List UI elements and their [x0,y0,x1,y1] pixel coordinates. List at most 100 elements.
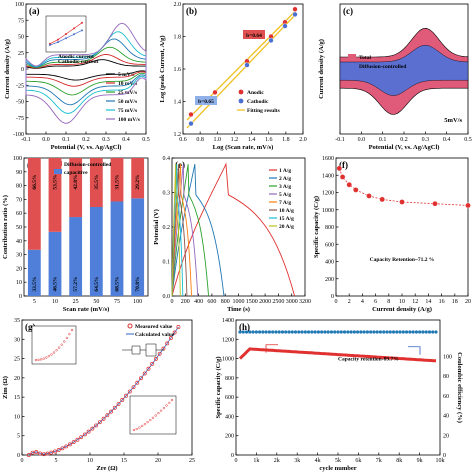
y-right-tick-label: 0 [443,453,446,459]
efficiency-point [385,330,389,334]
y-tick-label: 30 [14,337,20,343]
efficiency-point [401,330,405,334]
inset-point [162,406,166,410]
efficiency-point [277,330,281,334]
annotation-box [243,30,265,39]
efficiency-point [421,330,425,334]
measured-point [97,420,102,425]
efficiency-point [329,330,334,334]
x-tick-label: 1500 [246,299,258,305]
measured-point [154,356,158,361]
y-tick-label: 20 [14,376,20,382]
measured-point [26,453,31,457]
panel-d: 0 10 20 30 40 50 60 70 80 90 100 Scan rate (mV/s) Co… [2,156,149,313]
data-point [399,199,405,205]
arrow-left [265,344,278,353]
x-tick-label: 25 [189,458,195,464]
panel-label: (b) [186,6,197,16]
y-right-axis-label: Coulombic efficiency (%) [456,352,463,423]
bar-value-label: 46.5% [53,276,59,291]
measured-point [131,385,136,390]
x-tick-label: 0.6 [179,137,187,143]
legend-entry: 2 A/g [279,176,291,182]
measured-point [67,442,72,447]
efficiency-point [290,330,294,334]
y-tick-label: 0.2 [163,225,171,231]
measured-point [172,330,177,335]
data-point [379,196,386,203]
x-tick-label: 0.1 [379,137,387,143]
x-tick-label: 20 [155,458,161,464]
y-tick-label: 0.3 [163,191,171,197]
x-tick-label: 0.0 [358,137,366,143]
data-point [292,11,298,18]
x-tick-label: 0.2 [82,137,90,143]
annotation-text: b=0.64 [246,33,262,39]
inset-point [143,422,147,426]
efficiency-point [405,330,409,334]
efficiency-point [382,330,386,334]
circuit-diagram [122,343,164,357]
x-tick-label: 3000 [286,299,298,305]
x-tick-label: 8 [387,299,390,305]
y-tick-label: 1.2 [174,132,182,138]
x-tick-label: 5k [335,458,341,464]
y-tick-label: 1200 [222,337,234,343]
measured-point [112,405,117,410]
y-tick-label: 0.1 [163,260,171,266]
y-tick-label: 400 [225,414,234,420]
measured-point [146,366,151,371]
gcd-curve-7-A-g [171,164,192,297]
x-tick-label: 15 [121,458,127,464]
x-tick-label: 0.3 [102,137,110,143]
y-tick-label: -100 [13,132,24,138]
efficiency-point [287,330,291,334]
y-tick-label: -25 [16,83,24,89]
efficiency-point [359,330,363,334]
panel-g: 0 5 10 15 20 25 0 5 10 15 20 25 30 35 Zre (Ω) Zim (Ω) (g… [2,318,195,472]
plot-frame [21,319,193,456]
measured-point [101,416,106,421]
legend-entry: Fitting results [247,108,280,114]
x-tick-label: 1.2 [231,137,239,143]
data-point [366,193,372,199]
efficiency-point [258,330,262,334]
y-tick-label: 1.8 [174,35,182,41]
inset-point [146,420,149,424]
efficiency-point [336,330,340,334]
data-point [268,37,274,44]
efficiency-point [395,330,399,334]
inset-point [65,37,67,40]
inset-point [63,340,66,343]
efficiency-point [251,330,255,334]
y-tick-label: 1.6 [174,67,182,73]
y-tick-label: 200 [225,434,234,440]
x-tick-label: 100 [133,299,142,305]
x-tick-label: 7k [376,458,382,464]
measured-point [90,426,95,431]
x-tick-label: 20 [465,299,471,305]
y-tick-label: 600 [325,242,334,248]
bar-diffusion [131,158,145,199]
y-right-tick-label: 80 [443,374,449,380]
x-tick-label: 0 [171,299,174,305]
data-point [212,89,218,96]
x-tick-label: 10 [52,299,58,305]
bar-value-label: 70.8% [135,276,141,291]
x-tick-label: 6 [374,299,377,305]
data-point [352,187,359,193]
x-tick-label: 5 [55,458,58,464]
annotation-text: b=0.65 [198,99,214,105]
measured-point [71,440,76,445]
measured-point [127,389,132,394]
legend-entry: Anodic [247,90,264,96]
y-axis-label: Specific capacity (C/g) [313,196,320,258]
y-tick-label: 800 [325,225,334,231]
bar-capacitive [89,206,103,296]
bar-diffusion [110,158,124,202]
legend-entry: 5 A/g [279,192,291,198]
y-tick-label: 1.4 [174,100,182,106]
inset-point [42,357,45,360]
inset-point [149,418,152,422]
